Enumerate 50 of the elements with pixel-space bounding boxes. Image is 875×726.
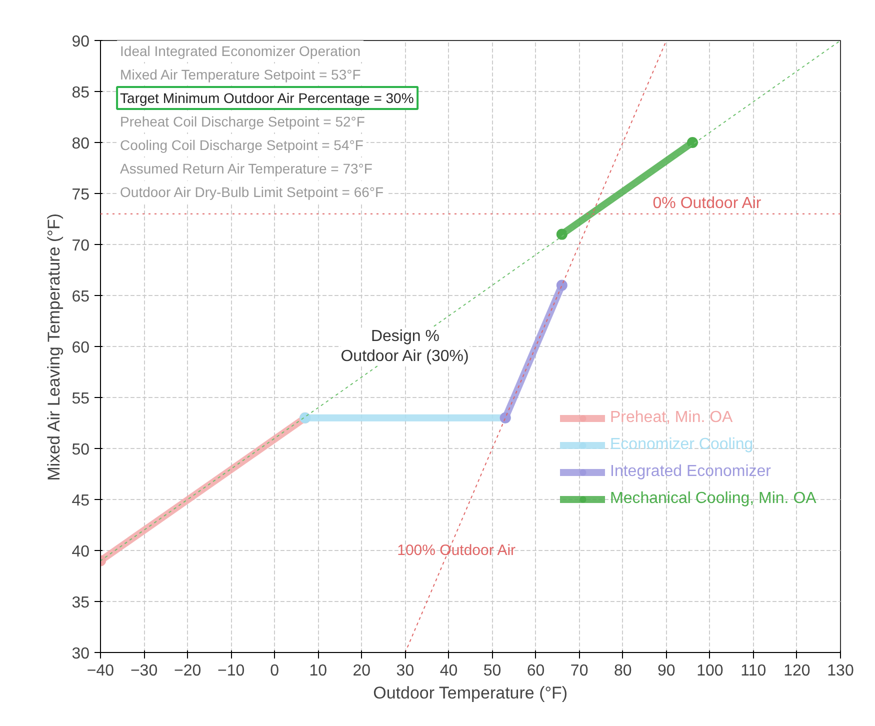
y-tick-label: 50	[72, 442, 90, 458]
annotation: Assumed Return Air Temperature = 73°F	[120, 160, 372, 176]
series-label: 100% Outdoor Air	[397, 542, 516, 559]
x-tick-label: 60	[526, 662, 545, 680]
y-tick-label: 55	[72, 390, 90, 408]
legend-label: Integrated Economizer	[610, 463, 771, 481]
x-tick-label: 120	[784, 662, 810, 680]
x-tick-label: 110	[740, 662, 766, 680]
y-tick-label: 35	[72, 594, 90, 612]
annotation: Outdoor Air Dry-Bulb Limit Setpoint = 66°F	[120, 184, 384, 200]
annotation: Design % Outdoor Air (30%)	[340, 328, 469, 366]
point	[687, 137, 698, 148]
x-tick-label: −40	[86, 662, 114, 680]
annotation: Target Minimum Outdoor Air Percentage = 30%	[120, 90, 414, 106]
y-axis-title: Mixed Air Leaving Temperature (°F)	[44, 213, 64, 481]
y-tick-label: 70	[72, 238, 90, 254]
x-tick-label: 130	[827, 662, 854, 680]
x-tick-label: 0	[270, 662, 280, 680]
legend-label: Economizer Cooling	[610, 436, 754, 454]
x-tick-label: 30	[396, 662, 414, 680]
x-tick-label: −20	[174, 662, 202, 680]
x-tick-label: −10	[218, 662, 245, 680]
x-tick-label: 90	[657, 662, 676, 680]
x-axis-title: Outdoor Temperature (°F)	[373, 684, 568, 702]
y-tick-label: 75	[72, 186, 90, 204]
x-tick-label: 70	[570, 662, 588, 680]
y-tick-label: 60	[72, 340, 90, 356]
x-tick-label: 80	[614, 662, 632, 680]
y-tick-label: 80	[72, 136, 90, 152]
legend-label: Mechanical Cooling, Min. OA	[610, 490, 816, 508]
y-tick-label: 90	[72, 34, 90, 50]
annotation: Mixed Air Temperature Setpoint = 53°F	[120, 66, 361, 82]
point	[556, 228, 568, 240]
x-tick-label: 20	[352, 662, 371, 680]
annotation: Cooling Coil Discharge Setpoint = 54°F	[120, 137, 364, 153]
x-tick-label: 50	[483, 662, 502, 680]
legend-label: Preheat, Min. OA	[610, 409, 733, 427]
x-tick-label: 10	[309, 662, 328, 680]
y-tick-label: 65	[72, 288, 90, 306]
ref-line-label: 0% Outdoor Air	[652, 194, 762, 212]
y-tick-label: 40	[72, 544, 90, 560]
annotation: Ideal Integrated Economizer Operation	[120, 43, 361, 59]
y-tick-label: 45	[72, 492, 90, 510]
y-tick-label: 30	[72, 646, 90, 662]
x-tick-label: 100	[696, 662, 724, 680]
point	[556, 280, 568, 291]
x-tick-label: −30	[130, 662, 158, 680]
x-tick-label: 40	[440, 662, 458, 680]
annotation: Preheat Coil Discharge Setpoint = 52°F	[120, 114, 365, 130]
y-tick-label: 85	[72, 84, 90, 102]
